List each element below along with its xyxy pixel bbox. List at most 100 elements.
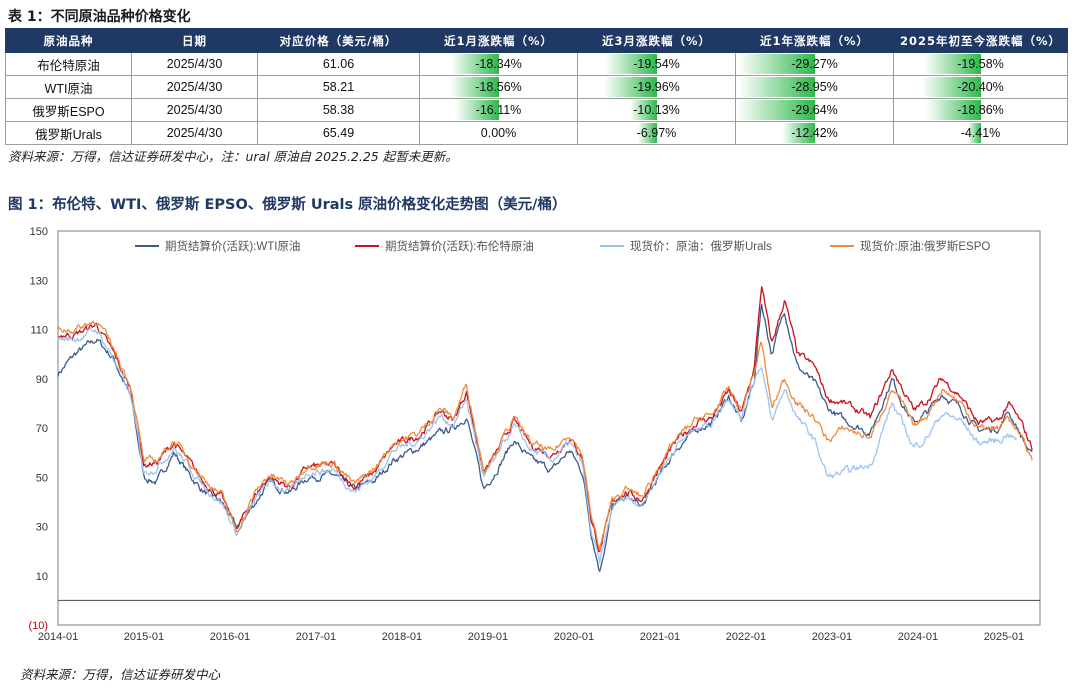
figure-title: 图 1：布伦特、WTI、俄罗斯 EPSO、俄罗斯 Urals 原油价格变化走势图… xyxy=(8,197,567,213)
y-tick-label: (10) xyxy=(28,620,48,632)
table-cell-text: 2025/4/30 xyxy=(166,126,223,140)
y-tick-label: 110 xyxy=(30,325,48,337)
oil-price-line-chart: (10) 10 30 50 70 90 110 130 150 2014-01 2015-01 201… xyxy=(28,226,1041,643)
table-cell-text: -4.41% xyxy=(960,126,1001,140)
header-1y-change: 近1年涨跌幅（%） xyxy=(735,28,894,53)
table-cell-name: 俄罗斯ESPO xyxy=(5,98,132,122)
y-tick-label: 10 xyxy=(36,571,48,583)
table-cell-y1: -29.27% xyxy=(735,52,894,76)
change-magnitude-bar xyxy=(604,77,657,97)
table-cell-date: 2025/4/30 xyxy=(131,52,258,76)
table-cell-ytd: -4.41% xyxy=(893,121,1068,145)
table-cell-ytd: -19.58% xyxy=(893,52,1068,76)
table-cell-text: WTI原油 xyxy=(44,81,93,96)
x-tick-label: 2024-01 xyxy=(898,631,938,643)
change-magnitude-bar xyxy=(736,100,815,120)
table-cell-price: 58.21 xyxy=(257,75,420,99)
table-cell-text: 布伦特原油 xyxy=(37,58,100,73)
table-cell-text: -6.97% xyxy=(636,126,677,140)
x-tick-label: 2020-01 xyxy=(554,631,594,643)
x-tick-label: 2014-01 xyxy=(38,631,78,643)
table-cell-text: -12.42% xyxy=(791,126,838,140)
legend-label-3: 现货价:原油:俄罗斯ESPO xyxy=(860,239,990,253)
header-price: 对应价格（美元/桶） xyxy=(257,28,420,53)
table-row: 俄罗斯Urals 2025/4/30 65.49 0.00% -6.97% -12.42%… xyxy=(5,121,1068,145)
table-cell-m1: 0.00% xyxy=(419,121,578,145)
table-cell-text: -16.11% xyxy=(475,103,522,117)
table-header-row: 原油品种 日期 对应价格（美元/桶） 近1月涨跌幅（%） 近3月涨跌幅（%） 近… xyxy=(5,28,1068,53)
change-magnitude-bar xyxy=(605,54,657,74)
x-tick-label: 2025-01 xyxy=(984,631,1024,643)
table-cell-name: 俄罗斯Urals xyxy=(5,121,132,145)
legend-label-0: 期货结算价(活跃):WTI原油 xyxy=(165,239,300,253)
change-magnitude-bar xyxy=(921,77,981,97)
table-cell-m3: -19.54% xyxy=(577,52,736,76)
table-cell-text: 俄罗斯ESPO xyxy=(32,104,105,119)
table-cell-m1: -16.11% xyxy=(419,98,578,122)
table-cell-text: 2025/4/30 xyxy=(166,57,223,71)
price-change-table: 原油品种 日期 对应价格（美元/桶） 近1月涨跌幅（%） 近3月涨跌幅（%） 近… xyxy=(5,28,1068,145)
table-cell-text: 俄罗斯Urals xyxy=(35,127,102,142)
header-3m-change: 近3月涨跌幅（%） xyxy=(577,28,736,53)
table-cell-text: -29.27% xyxy=(791,57,838,71)
table-cell-text: -19.58% xyxy=(957,57,1004,71)
change-magnitude-bar xyxy=(638,123,657,143)
header-date: 日期 xyxy=(131,28,258,53)
table-cell-text: 0.00% xyxy=(480,126,517,140)
table-cell-date: 2025/4/30 xyxy=(131,75,258,99)
table-cell-m3: -10.13% xyxy=(577,98,736,122)
x-tick-label: 2016-01 xyxy=(210,631,250,643)
table-cell-text: 58.21 xyxy=(322,80,355,94)
table-row: 布伦特原油 2025/4/30 61.06 -18.34% -19.54% -29.27%… xyxy=(5,52,1068,76)
x-tick-label: 2022-01 xyxy=(726,631,766,643)
table-cell-text: -10.13% xyxy=(633,103,680,117)
x-tick-label: 2023-01 xyxy=(812,631,852,643)
x-tick-label: 2021-01 xyxy=(640,631,680,643)
table-cell-text: -18.86% xyxy=(957,103,1004,117)
table-cell-name: 布伦特原油 xyxy=(5,52,132,76)
series-line-0 xyxy=(57,304,1033,573)
change-magnitude-bar xyxy=(449,77,499,97)
table-source-note: 资料来源：万得，信达证券研发中心，注：ural 原油自 2025.2.25 起暂… xyxy=(8,149,458,164)
x-tick-label: 2018-01 xyxy=(382,631,422,643)
change-magnitude-bar xyxy=(450,54,499,74)
change-magnitude-bar xyxy=(926,100,981,120)
table-cell-date: 2025/4/30 xyxy=(131,98,258,122)
table-cell-price: 58.38 xyxy=(257,98,420,122)
table-row: 俄罗斯ESPO 2025/4/30 58.38 -16.11% -10.13% -29.6… xyxy=(5,98,1068,122)
table-cell-m1: -18.56% xyxy=(419,75,578,99)
legend-label-2: 现货价：原油：俄罗斯Urals xyxy=(630,239,772,253)
table-cell-text: -20.40% xyxy=(957,80,1004,94)
change-magnitude-bar xyxy=(924,54,981,74)
table-cell-text: 2025/4/30 xyxy=(166,80,223,94)
table-cell-text: 61.06 xyxy=(322,57,355,71)
x-tick-label: 2019-01 xyxy=(468,631,508,643)
change-magnitude-bar xyxy=(737,54,815,74)
table-cell-m3: -19.96% xyxy=(577,75,736,99)
table-cell-text: 58.38 xyxy=(322,103,355,117)
table-cell-name: WTI原油 xyxy=(5,75,132,99)
legend-label-1: 期货结算价(活跃):布伦特原油 xyxy=(385,239,534,253)
table-title: 表 1：不同原油品种价格变化 xyxy=(8,9,191,25)
y-tick-label: 150 xyxy=(30,226,48,238)
table-cell-text: 2025/4/30 xyxy=(166,103,223,117)
y-tick-label: 50 xyxy=(36,472,48,484)
figure-source-note: 资料来源：万得，信达证券研发中心 xyxy=(20,667,221,682)
plot-frame xyxy=(57,230,1041,626)
table-cell-price: 61.06 xyxy=(257,52,420,76)
table-cell-text: -18.34% xyxy=(475,57,522,71)
y-tick-label: 70 xyxy=(36,423,48,435)
x-tick-label: 2015-01 xyxy=(124,631,164,643)
table-cell-text: -18.56% xyxy=(475,80,522,94)
table-cell-y1: -29.64% xyxy=(735,98,894,122)
header-1m-change: 近1月涨跌幅（%） xyxy=(419,28,578,53)
table-cell-ytd: -18.86% xyxy=(893,98,1068,122)
change-magnitude-bar xyxy=(782,123,815,143)
table-cell-text: -19.96% xyxy=(633,80,680,94)
header-ytd-change: 2025年初至今涨跌幅（%） xyxy=(893,28,1068,53)
table-row: WTI原油 2025/4/30 58.21 -18.56% -19.96% -28.95%… xyxy=(5,75,1068,99)
y-tick-label: 90 xyxy=(36,374,48,386)
table-cell-price: 65.49 xyxy=(257,121,420,145)
change-magnitude-bar xyxy=(630,100,657,120)
change-magnitude-bar xyxy=(456,100,499,120)
